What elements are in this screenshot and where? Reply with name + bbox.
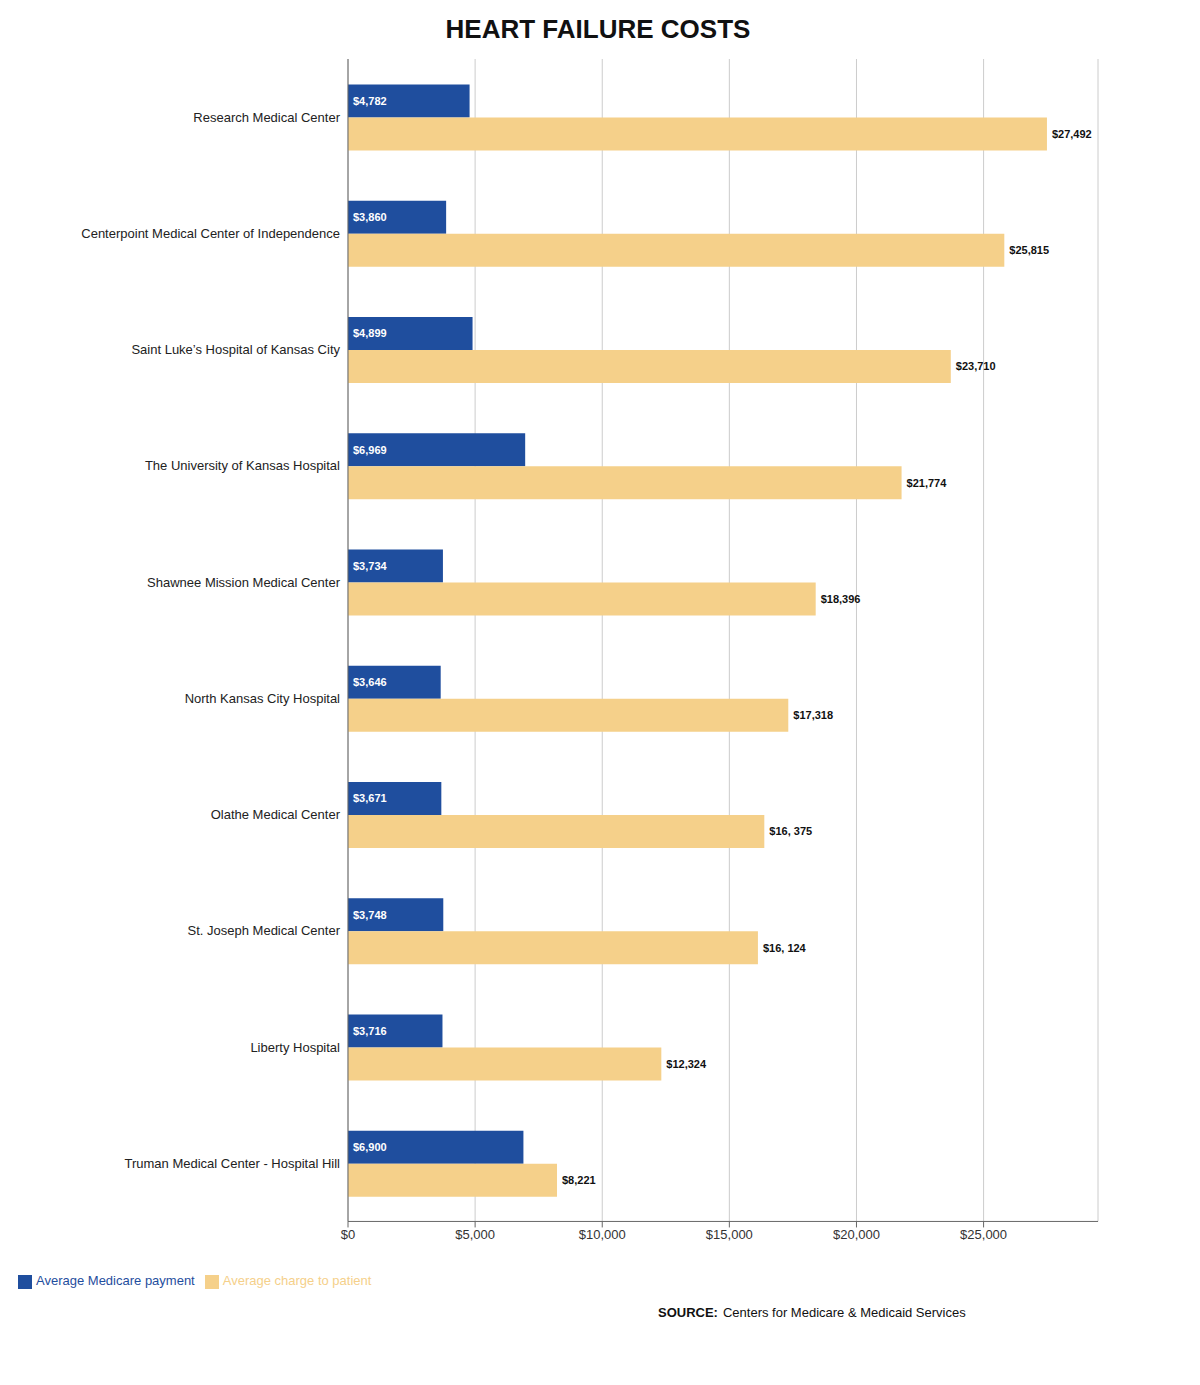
svg-text:$3,671: $3,671 bbox=[353, 792, 387, 804]
svg-text:$8,221: $8,221 bbox=[562, 1174, 596, 1186]
svg-text:$10,000: $10,000 bbox=[579, 1227, 626, 1242]
svg-text:$6,969: $6,969 bbox=[353, 444, 387, 456]
svg-text:$27,492: $27,492 bbox=[1052, 128, 1092, 140]
svg-text:$12,324: $12,324 bbox=[666, 1058, 707, 1070]
svg-text:Shawnee Mission Medical Center: Shawnee Mission Medical Center bbox=[147, 575, 341, 590]
svg-text:$17,318: $17,318 bbox=[793, 709, 833, 721]
svg-text:Saint Luke’s Hospital of Kansa: Saint Luke’s Hospital of Kansas City bbox=[131, 342, 340, 357]
svg-text:$3,646: $3,646 bbox=[353, 676, 387, 688]
svg-text:$3,860: $3,860 bbox=[353, 211, 387, 223]
svg-text:Olathe Medical Center: Olathe Medical Center bbox=[211, 807, 341, 822]
svg-text:$25,000: $25,000 bbox=[960, 1227, 1007, 1242]
html-text:HEART FAILURE COSTS: HEART FAILURE COSTS bbox=[445, 14, 751, 44]
svg-text:$4,899: $4,899 bbox=[353, 327, 387, 339]
svg-text:$3,748: $3,748 bbox=[353, 909, 387, 921]
svg-text:The University of Kansas Hospi: The University of Kansas Hospital bbox=[145, 458, 340, 473]
svg-text:$4,782: $4,782 bbox=[353, 95, 387, 107]
svg-text:Research Medical Center: Research Medical Center bbox=[193, 110, 340, 125]
svg-text:$21,774: $21,774 bbox=[907, 477, 948, 489]
html-text:Average Medicare payment: Average Medicare payment bbox=[36, 1273, 195, 1289]
svg-text:$5,000: $5,000 bbox=[455, 1227, 495, 1242]
svg-text:Liberty Hospital: Liberty Hospital bbox=[250, 1040, 340, 1055]
svg-text:$3,716: $3,716 bbox=[353, 1025, 387, 1037]
svg-text:$16, 375: $16, 375 bbox=[769, 825, 812, 837]
svg-text:North Kansas City Hospital: North Kansas City Hospital bbox=[185, 691, 340, 706]
svg-text:Truman Medical Center - Hospit: Truman Medical Center - Hospital Hill bbox=[124, 1156, 340, 1171]
svg-text:$23,710: $23,710 bbox=[956, 360, 996, 372]
html-text:Average charge to patient: Average charge to patient bbox=[222, 1273, 372, 1289]
svg-text:$6,900: $6,900 bbox=[353, 1141, 387, 1153]
svg-text:$20,000: $20,000 bbox=[833, 1227, 880, 1242]
svg-text:$16, 124: $16, 124 bbox=[763, 942, 807, 954]
svg-text:$0: $0 bbox=[341, 1227, 355, 1242]
svg-text:$18,396: $18,396 bbox=[821, 593, 861, 605]
svg-text:Centerpoint Medical Center of: Centerpoint Medical Center of Independen… bbox=[81, 226, 340, 241]
svg-text:$25,815: $25,815 bbox=[1009, 244, 1049, 256]
html-text:SOURCE: Centers for Medicare &: SOURCE: Centers for Medicare & Medicaid … bbox=[658, 1305, 966, 1320]
svg-text:St. Joseph Medical Center: St. Joseph Medical Center bbox=[188, 923, 341, 938]
svg-text:$3,734: $3,734 bbox=[353, 560, 388, 572]
svg-text:$15,000: $15,000 bbox=[706, 1227, 753, 1242]
